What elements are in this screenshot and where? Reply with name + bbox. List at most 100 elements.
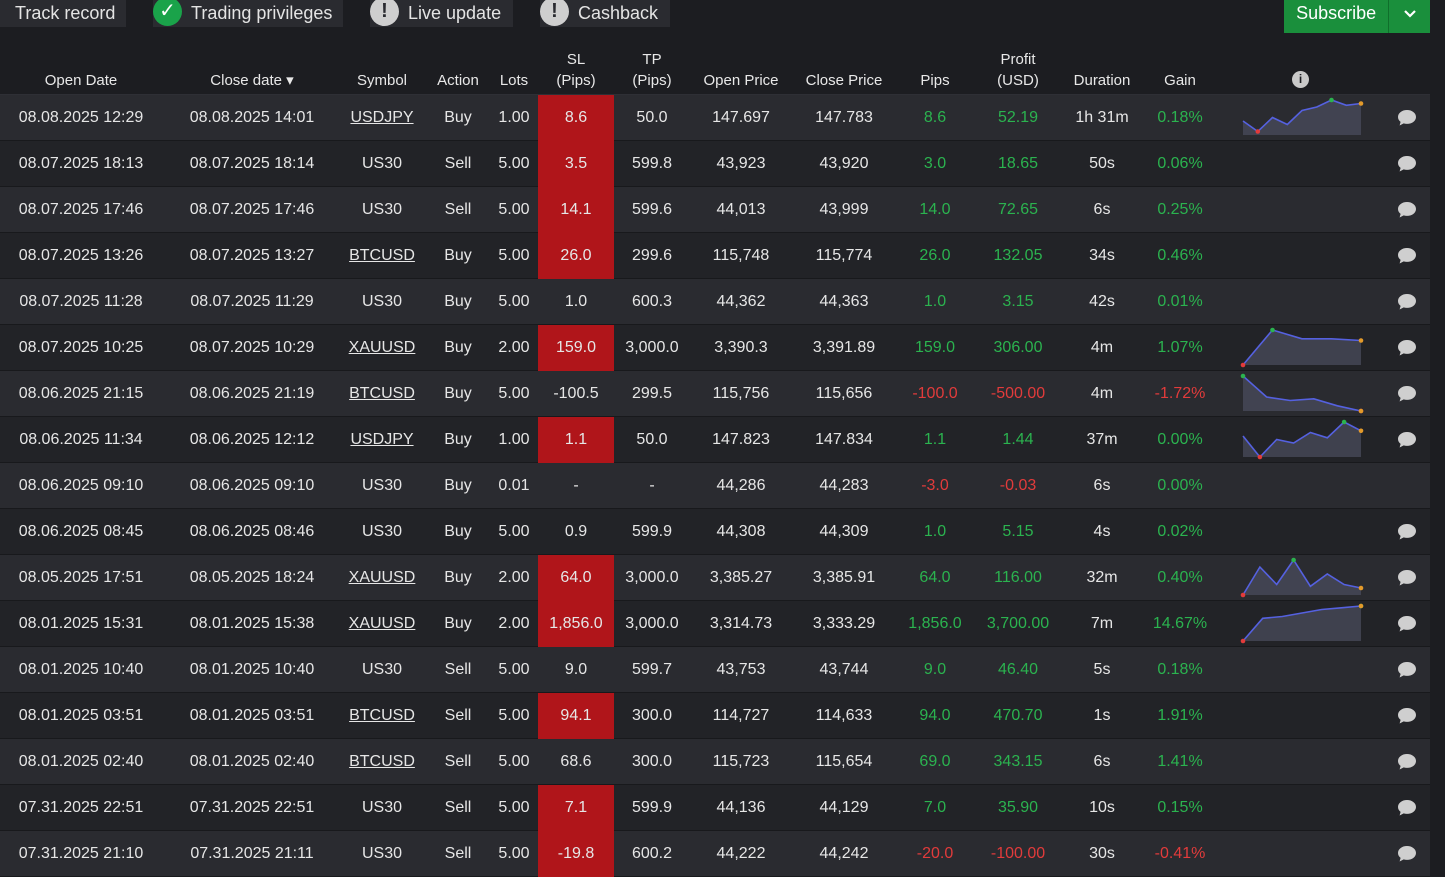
symbol-link[interactable]: XAUUSD	[337, 601, 427, 647]
cell-symbol: US30	[337, 141, 427, 187]
track-record-button[interactable]: Track record	[0, 0, 126, 27]
cell-profit: 72.65	[997, 201, 1039, 218]
symbol-link[interactable]: BTCUSD	[337, 693, 427, 739]
symbol-text[interactable]: XAUUSD	[348, 615, 416, 632]
symbol-link[interactable]: USDJPY	[337, 417, 427, 463]
cell-profit: 5.15	[1002, 523, 1034, 540]
trade-sparkline	[1240, 327, 1364, 368]
column-header-close-date[interactable]: Close date ▾	[210, 72, 294, 89]
cell-profit: 52.19	[997, 109, 1039, 126]
symbol-text: US30	[361, 477, 403, 494]
table-row[interactable]: 08.07.2025 17:46 08.07.2025 17:46 US30 Sell…	[0, 187, 1430, 233]
sparkline-line	[1242, 558, 1362, 596]
comment-icon[interactable]	[1397, 523, 1417, 541]
cell-close-date: 08.06.2025 12:12	[189, 431, 315, 448]
sparkline-min-point	[1255, 129, 1261, 134]
table-row[interactable]: 08.06.2025 09:10 08.06.2025 09:10 US30 Buy 0…	[0, 463, 1430, 509]
cell-lots: 5.00	[498, 523, 530, 540]
cell-open-price: 147.697	[712, 109, 770, 126]
comment-icon[interactable]	[1397, 707, 1417, 725]
comment-icon[interactable]	[1397, 339, 1417, 357]
symbol-text[interactable]: BTCUSD	[349, 385, 415, 402]
cell-open-date: 08.07.2025 17:46	[18, 201, 144, 218]
cell-gain: 0.06%	[1157, 155, 1203, 172]
comment-icon[interactable]	[1397, 293, 1417, 311]
symbol-text[interactable]: USDJPY	[350, 109, 414, 126]
cell-tp: 599.9	[631, 523, 673, 540]
symbol-link[interactable]: USDJPY	[337, 95, 427, 141]
symbol-text[interactable]: BTCUSD	[349, 247, 415, 264]
table-row[interactable]: 08.01.2025 02:40 08.01.2025 02:40 BTCUSD Se…	[0, 739, 1430, 785]
cashback-button[interactable]: ! Cashback	[540, 0, 670, 27]
comment-icon[interactable]	[1397, 247, 1417, 265]
table-row[interactable]: 08.01.2025 10:40 08.01.2025 10:40 US30 Sell…	[0, 647, 1430, 693]
table-row[interactable]: 08.06.2025 08:45 08.06.2025 08:46 US30 Buy 5…	[0, 509, 1430, 555]
symbol-text[interactable]: USDJPY	[350, 431, 414, 448]
cell-duration: 6s	[1093, 201, 1111, 218]
comment-icon[interactable]	[1397, 661, 1417, 679]
sparkline-max-point	[1270, 327, 1275, 333]
comment-icon[interactable]	[1397, 569, 1417, 587]
table-row[interactable]: 08.05.2025 17:51 08.05.2025 18:24 XAUUSD Bu…	[0, 555, 1430, 601]
comment-icon[interactable]	[1397, 615, 1417, 633]
cell-gain: 0.00%	[1157, 477, 1203, 494]
cell-close-date: 08.08.2025 14:01	[189, 109, 315, 126]
cell-close-date: 08.07.2025 10:29	[189, 339, 315, 356]
symbol-link[interactable]: XAUUSD	[337, 325, 427, 371]
comment-icon[interactable]	[1397, 201, 1417, 219]
cell-pips: 26.0	[919, 247, 951, 264]
live-update-button[interactable]: ! Live update	[370, 0, 513, 27]
exclamation-icon: !	[540, 0, 569, 26]
info-icon[interactable]: i	[1292, 71, 1309, 88]
table-row[interactable]: 08.08.2025 12:29 08.08.2025 14:01 USDJPY Bu…	[0, 95, 1430, 141]
symbol-link[interactable]: XAUUSD	[337, 555, 427, 601]
trading-privileges-button[interactable]: ✓ Trading privileges	[153, 0, 343, 27]
cell-close-price: 43,999	[819, 201, 869, 218]
symbol-link[interactable]: BTCUSD	[337, 233, 427, 279]
cell-lots: 5.00	[498, 707, 530, 724]
table-row[interactable]: 07.31.2025 22:51 07.31.2025 22:51 US30 Sell…	[0, 785, 1430, 831]
comment-icon[interactable]	[1397, 385, 1417, 403]
subscribe-button[interactable]: Subscribe	[1284, 0, 1430, 33]
table-row[interactable]: 08.07.2025 11:28 08.07.2025 11:29 US30 Buy 5…	[0, 279, 1430, 325]
subscribe-dropdown-toggle[interactable]	[1388, 0, 1430, 33]
comment-icon[interactable]	[1397, 753, 1417, 771]
cell-duration: 34s	[1089, 247, 1115, 264]
table-row[interactable]: 08.07.2025 18:13 08.07.2025 18:14 US30 Sell…	[0, 141, 1430, 187]
cell-pips: 7.0	[923, 799, 947, 816]
comment-icon[interactable]	[1397, 799, 1417, 817]
comment-icon[interactable]	[1397, 431, 1417, 449]
cell-duration: 32m	[1086, 569, 1118, 586]
symbol-link[interactable]: BTCUSD	[337, 371, 427, 417]
table-row[interactable]: 08.01.2025 03:51 08.01.2025 03:51 BTCUSD Se…	[0, 693, 1430, 739]
cell-open-date: 08.06.2025 09:10	[18, 477, 144, 494]
symbol-link[interactable]: BTCUSD	[337, 739, 427, 785]
cell-tp: 599.7	[631, 661, 673, 678]
cell-open-price: 44,308	[716, 523, 766, 540]
symbol-text[interactable]: XAUUSD	[348, 339, 416, 356]
table-row[interactable]: 08.07.2025 13:26 08.07.2025 13:27 BTCUSD Bu…	[0, 233, 1430, 279]
cell-gain: 0.00%	[1157, 431, 1203, 448]
cell-lots: 2.00	[498, 615, 530, 632]
table-row[interactable]: 08.07.2025 10:25 08.07.2025 10:29 XAUUSD Bu…	[0, 325, 1430, 371]
symbol-text[interactable]: BTCUSD	[349, 707, 415, 724]
symbol-text[interactable]: BTCUSD	[349, 753, 415, 770]
cell-duration: 4m	[1090, 385, 1114, 402]
column-header-profit: Profit (USD)	[997, 51, 1039, 89]
comment-icon[interactable]	[1397, 155, 1417, 173]
cell-open-date: 07.31.2025 21:10	[18, 845, 144, 862]
comment-icon[interactable]	[1397, 845, 1417, 863]
cell-profit: 18.65	[997, 155, 1039, 172]
column-header-tp: TP (Pips)	[632, 51, 672, 89]
cell-open-price: 115,723	[712, 753, 770, 770]
table-row[interactable]: 07.31.2025 21:10 07.31.2025 21:11 US30 Sell…	[0, 831, 1430, 877]
table-row[interactable]: 08.06.2025 21:15 08.06.2025 21:19 BTCUSD Bu…	[0, 371, 1430, 417]
cell-pips: 159.0	[914, 339, 956, 356]
table-row[interactable]: 08.06.2025 11:34 08.06.2025 12:12 USDJPY Bu…	[0, 417, 1430, 463]
symbol-text[interactable]: XAUUSD	[348, 569, 416, 586]
table-row[interactable]: 08.01.2025 15:31 08.01.2025 15:38 XAUUSD Bu…	[0, 601, 1430, 647]
comment-icon[interactable]	[1397, 109, 1417, 127]
cell-action: Sell	[444, 799, 472, 816]
cell-sl: -100.5	[553, 385, 599, 402]
cell-gain: 1.41%	[1157, 753, 1203, 770]
